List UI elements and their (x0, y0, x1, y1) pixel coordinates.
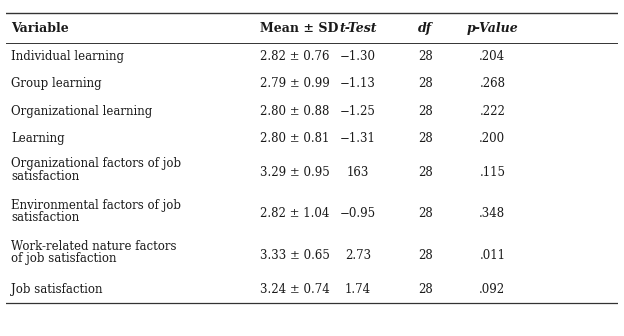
Text: .200: .200 (479, 132, 505, 145)
Text: 3.24 ± 0.74: 3.24 ± 0.74 (260, 283, 329, 296)
Text: 2.82 ± 1.04: 2.82 ± 1.04 (260, 207, 329, 220)
Text: df: df (418, 22, 432, 35)
Text: Individual learning: Individual learning (11, 50, 124, 63)
Text: −0.95: −0.95 (340, 207, 376, 220)
Text: t-Test: t-Test (339, 22, 377, 35)
Text: p-Value: p-Value (467, 22, 519, 35)
Text: −1.31: −1.31 (340, 132, 376, 145)
Text: 28: 28 (417, 132, 432, 145)
Text: 2.80 ± 0.81: 2.80 ± 0.81 (260, 132, 329, 145)
Text: .092: .092 (479, 283, 505, 296)
Text: 28: 28 (417, 207, 432, 220)
Text: .204: .204 (479, 50, 505, 63)
Text: −1.30: −1.30 (340, 50, 376, 63)
Text: Learning: Learning (11, 132, 65, 145)
Text: 2.79 ± 0.99: 2.79 ± 0.99 (260, 77, 329, 90)
Text: 28: 28 (417, 166, 432, 179)
Text: Mean ± SD: Mean ± SD (260, 22, 338, 35)
Text: 2.73: 2.73 (345, 249, 371, 262)
Text: .115: .115 (479, 166, 505, 179)
Text: 1.74: 1.74 (345, 283, 371, 296)
Text: Environmental factors of job: Environmental factors of job (11, 199, 181, 212)
Text: −1.13: −1.13 (340, 77, 376, 90)
Text: satisfaction: satisfaction (11, 211, 79, 224)
Text: Organizational learning: Organizational learning (11, 105, 152, 118)
Text: of job satisfaction: of job satisfaction (11, 252, 117, 265)
Text: Work-related nature factors: Work-related nature factors (11, 240, 177, 253)
Text: −1.25: −1.25 (340, 105, 376, 118)
Text: .222: .222 (479, 105, 505, 118)
Text: .268: .268 (479, 77, 505, 90)
Text: 3.33 ± 0.65: 3.33 ± 0.65 (260, 249, 330, 262)
Text: satisfaction: satisfaction (11, 170, 79, 183)
Text: Job satisfaction: Job satisfaction (11, 283, 102, 296)
Text: 163: 163 (347, 166, 369, 179)
Text: 2.82 ± 0.76: 2.82 ± 0.76 (260, 50, 329, 63)
Text: 28: 28 (417, 249, 432, 262)
Text: 28: 28 (417, 105, 432, 118)
Text: .348: .348 (479, 207, 505, 220)
Text: .011: .011 (479, 249, 505, 262)
Text: Organizational factors of job: Organizational factors of job (11, 158, 181, 170)
Text: Variable: Variable (11, 22, 69, 35)
Text: 2.80 ± 0.88: 2.80 ± 0.88 (260, 105, 329, 118)
Text: 28: 28 (417, 283, 432, 296)
Text: 3.29 ± 0.95: 3.29 ± 0.95 (260, 166, 329, 179)
Text: 28: 28 (417, 77, 432, 90)
Text: 28: 28 (417, 50, 432, 63)
Text: Group learning: Group learning (11, 77, 102, 90)
